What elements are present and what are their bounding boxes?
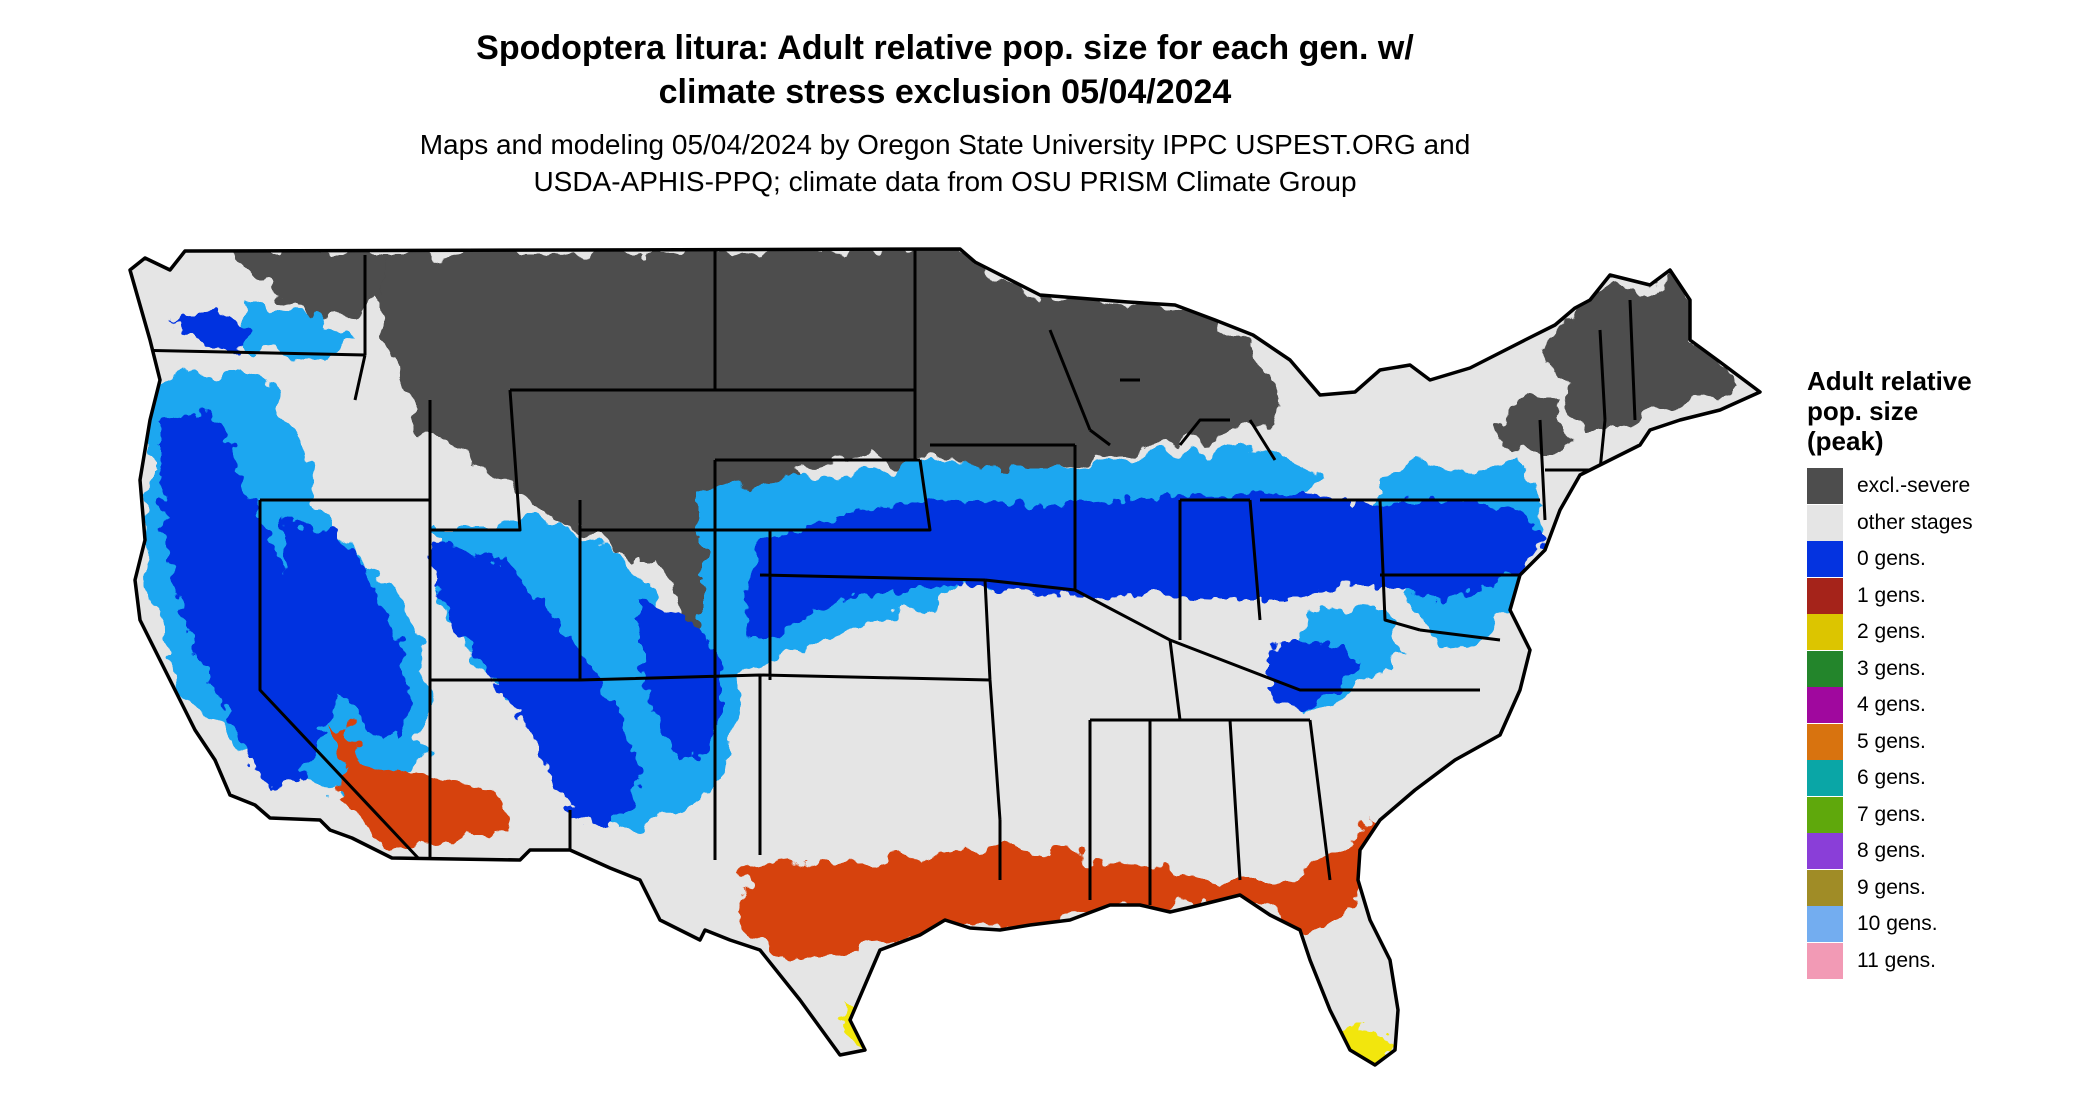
legend-swatch [1807,577,1843,614]
legend-item-7-gens: 7 gens. [1807,796,1973,834]
map-title-line-1: Spodoptera litura: Adult relative pop. s… [476,29,1414,67]
legend-item-6-gens: 6 gens. [1807,760,1973,797]
us-map [128,247,1762,1067]
legend-item-excl-severe: excl.-severe [1807,468,1973,505]
legend-item-3-gens: 3 gens. [1807,650,1973,688]
legend-label: other stages [1857,510,1973,534]
map-subtitle-line-2: USDA-APHIS-PPQ; climate data from OSU PR… [533,166,1357,197]
legend-swatch [1807,504,1843,541]
gen1-region [330,720,1380,955]
legend-label: 1 gens. [1857,583,1926,607]
legend-swatch [1807,614,1843,651]
legend-item-9-gens: 9 gens. [1807,869,1973,907]
legend-title-line: (peak) [1807,426,1884,456]
legend-title-line: Adult relative [1807,366,1972,396]
legend-swatch [1807,869,1843,906]
legend-label: 2 gens. [1857,620,1926,644]
legend-title: Adult relative pop. size (peak) [1807,366,1973,456]
legend-label: 11 gens. [1857,948,1937,972]
state-borders [130,250,1642,905]
legend-label: 5 gens. [1857,729,1926,753]
legend-label: 9 gens. [1857,875,1926,899]
legend-item-0-gens: 0 gens. [1807,541,1973,578]
legend-swatch [1807,541,1843,578]
legend-swatch [1807,687,1843,724]
legend-item-8-gens: 8 gens. [1807,833,1973,870]
legend-label: 3 gens. [1857,656,1926,680]
legend-label: 4 gens. [1857,693,1926,717]
legend-item-10-gens: 10 gens. [1807,906,1973,943]
map-subtitle-line-1: Maps and modeling 05/04/2024 by Oregon S… [419,129,1471,160]
legend-swatch [1807,650,1843,687]
excluded-severe-region [230,250,1740,675]
gen2-region [842,1005,1392,1065]
legend-swatch [1807,906,1843,943]
legend-item-1-gens: 1 gens. [1807,577,1973,615]
legend-item-5-gens: 5 gens. [1807,723,1973,761]
legend-item-4-gens: 4 gens. [1807,687,1973,724]
legend-swatch [1807,833,1843,870]
legend-swatch [1807,942,1843,979]
legend-swatch [1807,796,1843,833]
legend-title-line: pop. size [1807,396,1919,426]
legend-rows: excl.-severe other stages 0 gens. 1 gens… [1807,468,1973,979]
gen0-region [160,310,1545,830]
legend-item-11-gens: 11 gens. [1807,942,1973,980]
legend-swatch [1807,760,1843,797]
legend-label: 0 gens. [1857,547,1926,571]
legend-item-2-gens: 2 gens. [1807,614,1973,651]
map-title-line-2: climate stress exclusion 05/04/2024 [658,73,1232,111]
us-outline [128,247,1762,1067]
legend-label: 8 gens. [1857,839,1926,863]
legend-label: 10 gens. [1857,912,1938,936]
legend-label: excl.-severe [1857,474,1971,498]
legend-swatch [1807,723,1843,760]
legend-label: 6 gens. [1857,766,1926,790]
legend-item-other-stages: other stages [1807,504,1973,542]
legend-label: 7 gens. [1857,802,1926,826]
legend: Adult relative pop. size (peak) excl.-se… [1807,366,1973,979]
legend-swatch [1807,468,1843,505]
